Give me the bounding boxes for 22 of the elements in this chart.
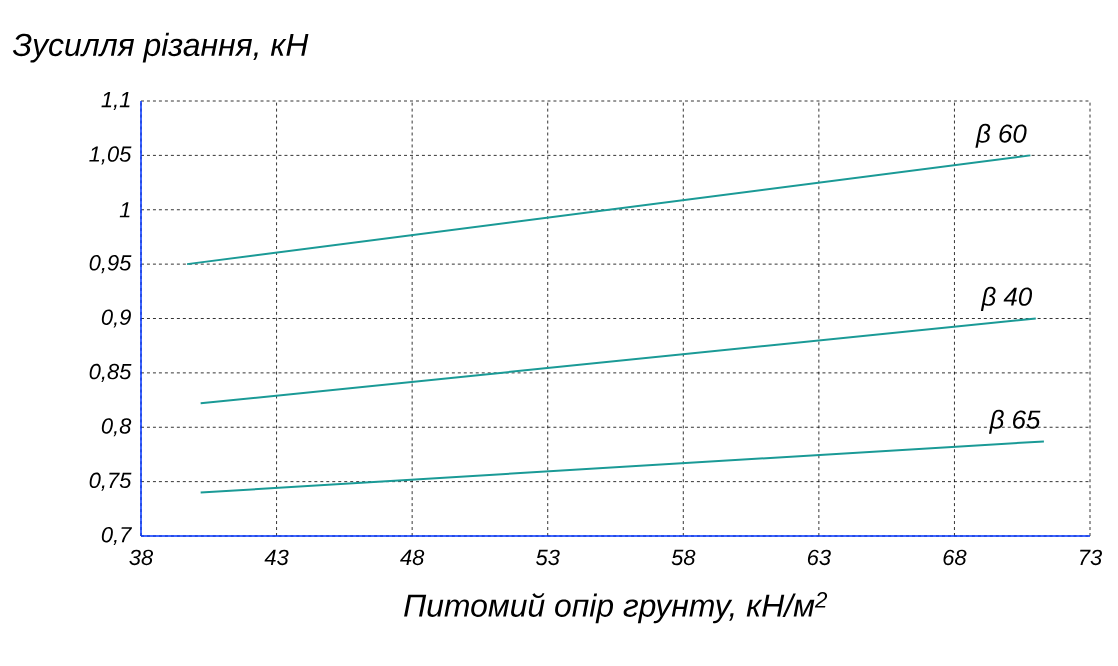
y-tick-label: 0,75 [89, 472, 132, 491]
y-tick-label: 1,05 [89, 146, 132, 165]
y-tick-label: 0,7 [101, 526, 133, 546]
y-tick-label: 0,8 [101, 418, 132, 437]
x-tick-label: 53 [536, 549, 560, 566]
x-tick-label: 68 [943, 549, 967, 566]
x-tick-label: 63 [807, 549, 831, 566]
y-tick-label: 1 [119, 202, 130, 218]
y-tick-label: 0,95 [89, 255, 132, 274]
y-tick-label: 1,1 [101, 92, 130, 110]
y-tick-label: 0,85 [89, 363, 132, 382]
x-axis-title: Питомий опір грунту, кН/м$^{2}$ [404, 592, 828, 624]
series-label: β 60 [975, 123, 1027, 148]
x-tick-label: 58 [671, 549, 696, 566]
series-label: β 65 [988, 409, 1041, 434]
x-tick-label: 43 [264, 549, 289, 566]
x-tick-label: 73 [1080, 549, 1103, 566]
x-tick-label: 48 [400, 549, 425, 566]
y-axis-title: Зусилля різання, кН [12, 32, 309, 63]
series-label: β 40 [980, 286, 1033, 311]
y-tick-label: 0,9 [101, 309, 131, 328]
x-tick-label: 38 [129, 549, 154, 566]
